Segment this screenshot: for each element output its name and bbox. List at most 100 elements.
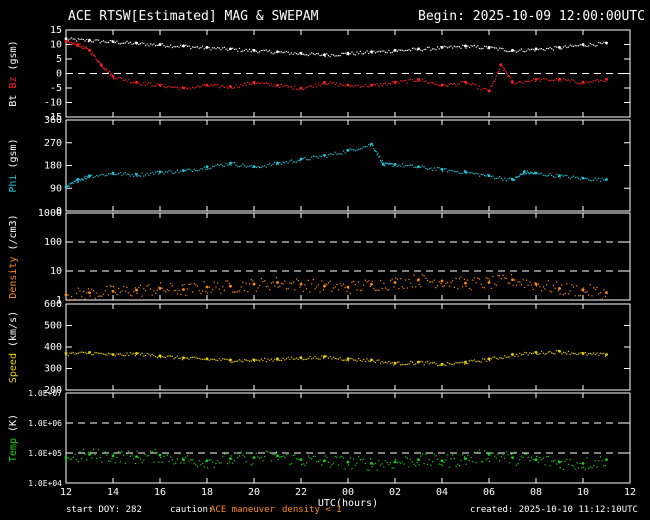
scatter-mark-phi — [465, 172, 467, 175]
scatter-mark-bz — [143, 81, 145, 83]
scatter-mark-temp — [601, 460, 603, 462]
scatter-mark-speed — [467, 363, 469, 365]
scatter-mark-bz — [201, 84, 204, 86]
scatter-mark-temp — [354, 464, 356, 466]
scatter-mark-density — [138, 287, 140, 289]
scatter-mark-bz — [116, 78, 118, 80]
scatter-mark-phi — [492, 175, 494, 177]
scatter-mark-bz — [304, 87, 306, 89]
scatter-mark-speed — [260, 358, 262, 360]
scatter-mark-speed — [490, 358, 492, 360]
scatter-mark-phi — [390, 163, 393, 165]
scatter-mark-phi — [518, 175, 520, 178]
scatter-mark-bz — [77, 45, 79, 48]
scatter-mark-density — [517, 281, 519, 283]
scatter-mark-bz — [401, 80, 403, 82]
panel-frame-speed — [65, 303, 631, 391]
scatter-mark-temp — [544, 464, 546, 466]
scatter-mark-bt — [514, 50, 516, 52]
scatter-mark-bz — [489, 89, 492, 91]
data-point-density — [370, 282, 373, 286]
scatter-mark-bt — [445, 46, 447, 48]
scatter-mark-phi — [386, 162, 388, 164]
scatter-mark-speed — [529, 352, 531, 354]
scatter-mark-speed — [425, 361, 427, 363]
scatter-mark-speed — [515, 353, 518, 355]
scatter-mark-density — [500, 277, 502, 280]
scatter-mark-phi — [364, 146, 366, 148]
scatter-mark-phi — [450, 169, 452, 171]
scatter-mark-bz — [588, 82, 590, 84]
scatter-mark-bt — [457, 46, 459, 48]
scatter-mark-temp — [133, 458, 135, 460]
scatter-mark-bz — [91, 54, 93, 56]
scatter-mark-density — [158, 286, 160, 288]
scatter-mark-speed — [583, 352, 585, 355]
scatter-mark-speed — [337, 358, 340, 360]
scatter-mark-speed — [401, 363, 403, 366]
scatter-mark-phi — [551, 174, 553, 176]
scatter-mark-density — [205, 290, 207, 292]
scatter-mark-speed — [374, 361, 377, 364]
scatter-mark-density — [527, 284, 529, 286]
scatter-mark-density — [363, 284, 365, 286]
scatter-mark-bz — [99, 62, 101, 64]
scatter-mark-bz — [250, 83, 252, 85]
scatter-mark-speed — [158, 356, 160, 358]
scatter-mark-speed — [279, 359, 281, 361]
scatter-mark-bt — [200, 47, 202, 49]
scatter-mark-speed — [208, 359, 210, 361]
scatter-mark-speed — [217, 360, 219, 362]
scatter-mark-bt — [524, 51, 526, 53]
scatter-mark-phi — [482, 173, 484, 176]
scatter-mark-speed — [248, 360, 251, 362]
scatter-mark-bz — [334, 83, 336, 85]
scatter-mark-bz — [83, 47, 85, 49]
scatter-mark-speed — [101, 352, 103, 355]
scatter-mark-speed — [181, 359, 184, 361]
scatter-mark-temp — [458, 465, 460, 467]
scatter-mark-temp — [223, 453, 225, 455]
scatter-mark-speed — [92, 353, 95, 356]
scatter-mark-bz — [97, 61, 99, 63]
scatter-mark-phi — [420, 166, 422, 168]
scatter-mark-bz — [425, 80, 427, 82]
scatter-mark-bt — [222, 47, 224, 49]
scatter-mark-phi — [430, 167, 432, 169]
scatter-mark-speed — [210, 358, 212, 360]
scatter-mark-bz — [168, 85, 170, 87]
scatter-mark-bz — [408, 79, 410, 81]
scatter-mark-bz — [139, 84, 142, 86]
scatter-mark-speed — [193, 356, 195, 358]
scatter-mark-speed — [483, 358, 486, 360]
data-point-bt — [581, 43, 585, 46]
scatter-mark-bt — [260, 49, 262, 52]
scatter-mark-speed — [512, 353, 514, 355]
scatter-mark-bz — [510, 80, 513, 82]
scatter-mark-phi — [515, 176, 517, 178]
y-tick-label-phi: 270 — [44, 138, 62, 149]
scatter-mark-speed — [494, 356, 496, 358]
scatter-mark-phi — [237, 165, 239, 167]
scatter-mark-bz — [228, 85, 231, 87]
scatter-mark-phi — [442, 170, 444, 173]
scatter-mark-speed — [460, 361, 462, 364]
scatter-mark-bt — [156, 44, 158, 46]
scatter-mark-speed — [87, 352, 90, 354]
scatter-mark-density — [376, 289, 378, 291]
scatter-mark-speed — [222, 358, 224, 360]
scatter-mark-bz — [93, 54, 95, 56]
scatter-mark-bz — [341, 84, 343, 86]
scatter-mark-density — [349, 292, 351, 295]
scatter-mark-temp — [212, 461, 214, 463]
scatter-mark-temp — [143, 459, 145, 461]
scatter-mark-density — [544, 288, 546, 290]
scatter-mark-bz — [111, 74, 113, 76]
scatter-mark-temp — [502, 454, 504, 456]
scatter-mark-temp — [188, 460, 190, 462]
scatter-mark-bt — [359, 50, 361, 52]
scatter-mark-speed — [91, 354, 93, 356]
scatter-mark-bz — [134, 82, 137, 84]
scatter-mark-bt — [144, 44, 147, 47]
